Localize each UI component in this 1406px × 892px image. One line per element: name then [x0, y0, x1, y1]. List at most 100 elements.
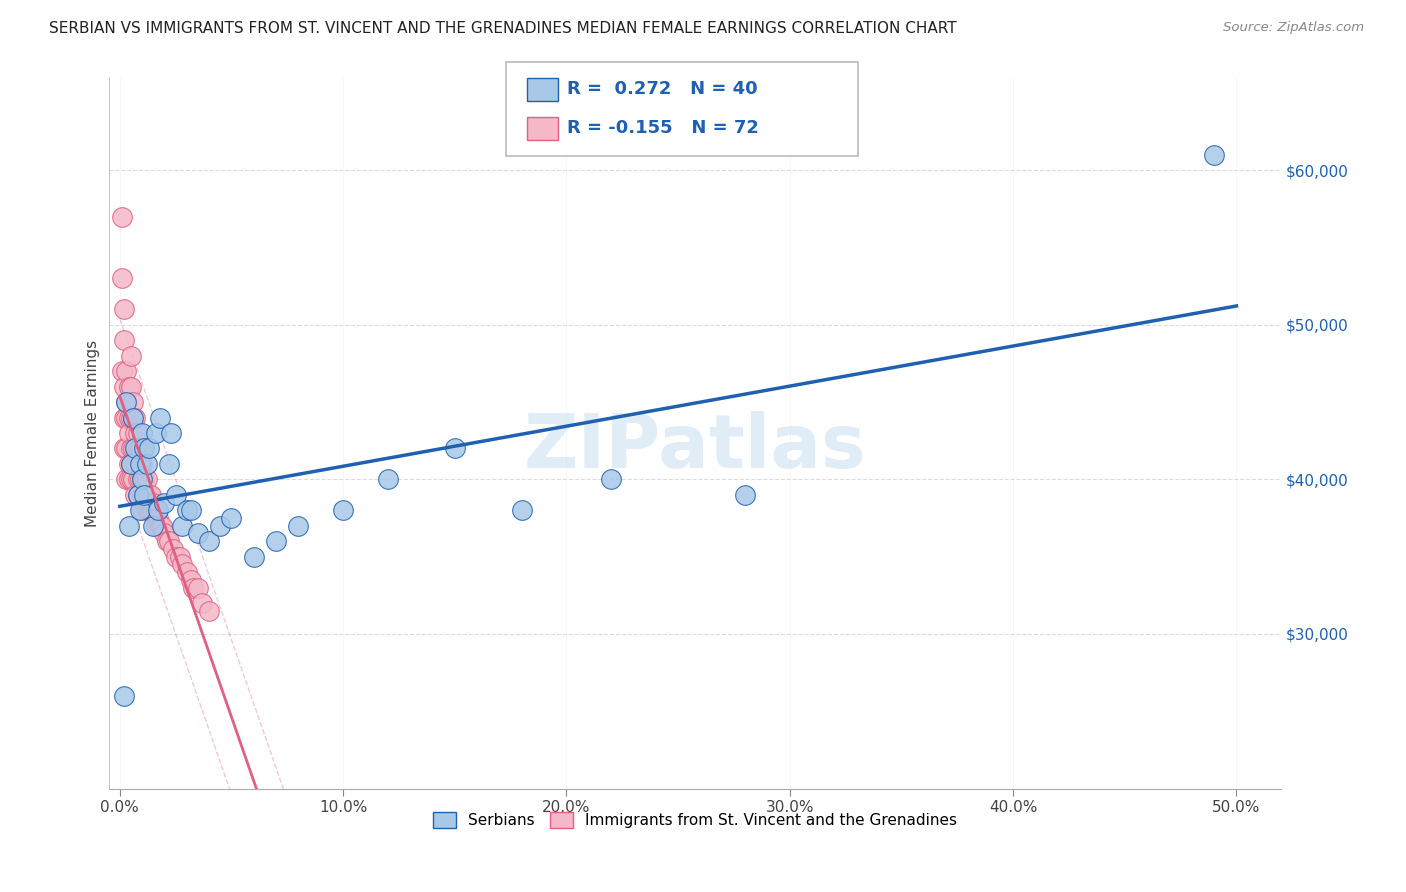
Point: [127, 472, 149, 486]
Point: [187, 581, 209, 595]
Point: [111, 210, 134, 224]
Text: R =  0.272   N = 40: R = 0.272 N = 40: [567, 80, 758, 98]
Point: [142, 518, 165, 533]
Point: [134, 442, 156, 456]
Point: [115, 410, 138, 425]
Point: [135, 488, 157, 502]
Point: [122, 410, 145, 425]
Point: [122, 472, 145, 486]
Point: [264, 534, 287, 549]
Point: [129, 442, 152, 456]
Point: [287, 518, 309, 533]
Point: [115, 395, 138, 409]
Text: R = -0.155   N = 72: R = -0.155 N = 72: [567, 119, 758, 136]
Point: [135, 503, 157, 517]
Point: [112, 689, 135, 703]
Point: [221, 511, 243, 525]
Point: [187, 526, 209, 541]
Point: [118, 457, 141, 471]
Point: [135, 457, 157, 471]
Point: [734, 488, 756, 502]
Point: [127, 442, 149, 456]
Point: [145, 503, 167, 517]
Point: [160, 425, 183, 440]
Point: [122, 410, 145, 425]
Point: [377, 472, 399, 486]
Point: [134, 472, 156, 486]
Point: [153, 526, 176, 541]
Point: [176, 565, 198, 579]
Point: [169, 549, 191, 564]
Point: [124, 442, 146, 456]
Point: [127, 488, 149, 502]
Point: [1204, 147, 1226, 161]
Point: [191, 596, 214, 610]
Point: [332, 503, 354, 517]
Point: [165, 549, 187, 564]
Text: ZIPatlas: ZIPatlas: [523, 410, 866, 483]
Point: [146, 503, 169, 517]
Point: [172, 518, 194, 533]
Point: [176, 503, 198, 517]
Point: [156, 534, 179, 549]
Point: [129, 503, 152, 517]
Text: Source: ZipAtlas.com: Source: ZipAtlas.com: [1223, 21, 1364, 34]
Point: [131, 425, 153, 440]
Point: [162, 541, 184, 556]
Point: [180, 503, 202, 517]
Point: [165, 488, 187, 502]
Point: [111, 364, 134, 378]
Point: [172, 558, 194, 572]
Point: [112, 379, 135, 393]
Point: [183, 581, 205, 595]
Point: [120, 472, 142, 486]
Point: [134, 495, 156, 509]
Point: [124, 488, 146, 502]
Point: [112, 442, 135, 456]
Point: [150, 518, 173, 533]
Point: [142, 495, 165, 509]
Point: [112, 302, 135, 317]
Point: [120, 379, 142, 393]
Point: [122, 395, 145, 409]
Point: [122, 442, 145, 456]
Point: [198, 534, 221, 549]
Point: [157, 457, 180, 471]
Point: [118, 472, 141, 486]
Point: [138, 442, 160, 456]
Point: [149, 410, 172, 425]
Point: [145, 518, 167, 533]
Point: [510, 503, 533, 517]
Point: [134, 488, 156, 502]
Point: [131, 472, 153, 486]
Point: [180, 573, 202, 587]
Legend: Serbians, Immigrants from St. Vincent and the Grenadines: Serbians, Immigrants from St. Vincent an…: [426, 806, 963, 834]
Point: [145, 425, 167, 440]
Point: [112, 333, 135, 347]
Point: [138, 488, 160, 502]
Point: [112, 410, 135, 425]
Point: [198, 604, 221, 618]
Point: [118, 410, 141, 425]
Point: [142, 503, 165, 517]
Point: [127, 488, 149, 502]
Point: [127, 425, 149, 440]
Point: [115, 395, 138, 409]
Point: [600, 472, 623, 486]
Point: [118, 518, 141, 533]
Text: SERBIAN VS IMMIGRANTS FROM ST. VINCENT AND THE GRENADINES MEDIAN FEMALE EARNINGS: SERBIAN VS IMMIGRANTS FROM ST. VINCENT A…: [49, 21, 957, 36]
Point: [129, 472, 152, 486]
Point: [120, 457, 142, 471]
Point: [209, 518, 232, 533]
Point: [129, 457, 152, 471]
Point: [115, 472, 138, 486]
Point: [115, 442, 138, 456]
Point: [131, 457, 153, 471]
Point: [111, 271, 134, 285]
Point: [139, 488, 162, 502]
Point: [124, 457, 146, 471]
Point: [149, 518, 172, 533]
Point: [131, 503, 153, 517]
Point: [146, 511, 169, 525]
Point: [120, 442, 142, 456]
